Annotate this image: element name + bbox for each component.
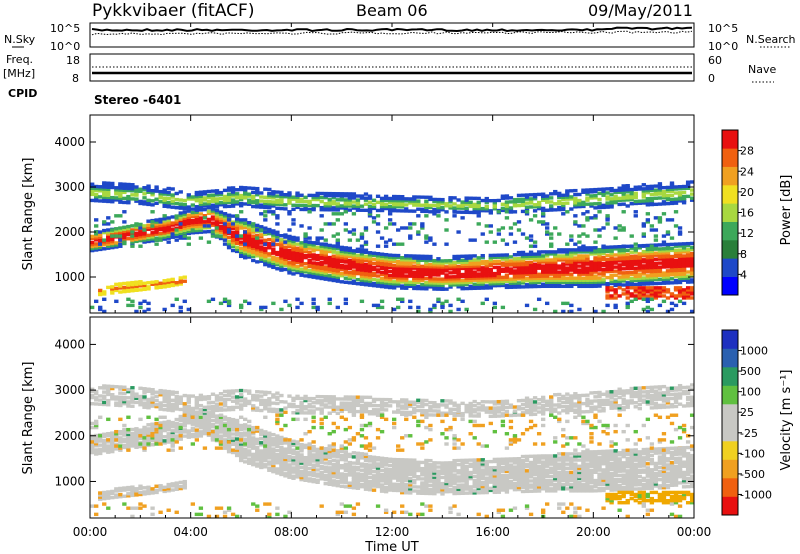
velocity-heatmap [90,383,695,519]
colorbar-tick-label: 25 [740,406,754,419]
ytick-label: 3000 [54,383,85,397]
nsearch-tick-bottom: 10^0 [708,40,738,53]
freq-tick-top: 18 [66,54,80,67]
colorbar-tick-label: 28 [740,145,754,158]
ytick-label: 1000 [54,474,85,488]
colorbar-tick-label: 500 [740,365,761,378]
xtick-label: 16:00 [475,525,510,539]
freq-label: Freq. [6,53,33,66]
colorbar-tick-label: 100 [740,386,761,399]
power-panel: 4000 3000 2000 1000 Slant Range [km] 28 24 20… [21,114,794,314]
ytick-label: 1000 [54,270,85,284]
colorbar-segment [722,240,738,259]
nsearch-tick-top: 10^5 [708,22,738,35]
colorbar-segment [722,185,738,204]
colorbar-segment [722,276,738,296]
colorbar-tick-label: -500 [740,468,765,481]
colorbar-segment [722,221,738,241]
time-axis: 00:00 04:00 08:00 12:00 16:00 20:00 00:00 [73,23,712,539]
colorbar-segment [722,459,738,479]
colorbar-segment [722,148,738,167]
station-title: Pykkvibaer (fitACF) [92,1,254,21]
colorbar-segment [722,348,738,368]
velocity-ylabel: Slant Range [km] [21,362,36,475]
ytick-label: 4000 [54,135,85,149]
ytick-label: 4000 [54,337,85,351]
velocity-colorbar-label: Velocity [m s⁻¹] [779,370,794,471]
freq-panel: Freq. [MHz] 18 8 60 0 Nave CPID Stereo -… [3,53,776,107]
nsky-tick-bottom: 10^0 [50,40,80,53]
xaxis-label: Time UT [364,540,418,554]
colorbar-segment [722,258,738,277]
nsky-label: N.Sky [4,33,36,46]
colorbar-segment [722,385,738,405]
colorbar-tick-label: -1000 [740,488,772,501]
beam-title: Beam 06 [356,1,428,20]
ytick-label: 2000 [54,225,85,239]
freq-unit: [MHz] [3,67,35,80]
colorbar-tick-label: 16 [740,207,754,220]
colorbar-segment [722,478,738,497]
ytick-label: 2000 [54,429,85,443]
nsky-trace [91,26,693,33]
nave-tick-top: 60 [708,54,722,67]
colorbar-segment [722,422,738,442]
colorbar-tick-label: 20 [740,186,754,199]
date-title: 09/May/2011 [588,1,693,20]
colorbar-tick-label: 12 [740,227,754,240]
ytick-label: 3000 [54,180,85,194]
colorbar-segment [722,203,738,222]
nsearch-label: N.Search [746,33,796,46]
power-heatmap [90,180,695,314]
colorbar-tick-label: 4 [740,268,747,281]
xtick-label: 00:00 [73,525,108,539]
colorbar-segment [722,367,738,386]
colorbar-tick-label: 24 [740,165,754,178]
colorbar-segment [722,496,738,516]
colorbar-tick-label: 1000 [740,345,768,358]
cpid-value: Stereo -6401 [94,93,181,107]
velocity-panel: 4000 3000 2000 1000 Slant Range [km] 1000 50… [21,316,794,519]
velocity-yaxis: 4000 3000 2000 1000 [54,337,694,488]
colorbar-tick-label: 8 [740,248,747,261]
power-yaxis: 4000 3000 2000 1000 [54,135,694,284]
nave-label: Nave [748,63,776,76]
xtick-label: 04:00 [173,525,208,539]
colorbar-segment [722,404,738,423]
power-colorbar-label: Power [dB] [779,175,794,246]
xtick-label: 00:00 [677,525,712,539]
freq-tick-bottom: 8 [72,72,79,85]
power-colorbar: 28 24 20 16 12 8 4 [721,129,754,296]
nave-tick-bottom: 0 [708,72,715,85]
velocity-colorbar: 1000 500 100 25 -25 -100 -500 -1000 [721,329,772,516]
power-ylabel: Slant Range [km] [21,158,36,271]
xtick-label: 12:00 [375,525,410,539]
xtick-label: 08:00 [274,525,309,539]
colorbar-segment [722,130,738,149]
colorbar-segment [722,166,738,186]
colorbar-segment [722,441,738,460]
colorbar-segment [722,330,738,349]
xtick-label: 20:00 [576,525,611,539]
colorbar-tick-label: -25 [740,427,758,440]
nsearch-trace [91,30,693,36]
noise-panel: N.Sky 10^5 10^0 10^5 10^0 N.Search [4,22,796,53]
colorbar-tick-label: -100 [740,447,765,460]
cpid-label: CPID [8,87,37,100]
nsky-tick-top: 10^5 [50,22,80,35]
